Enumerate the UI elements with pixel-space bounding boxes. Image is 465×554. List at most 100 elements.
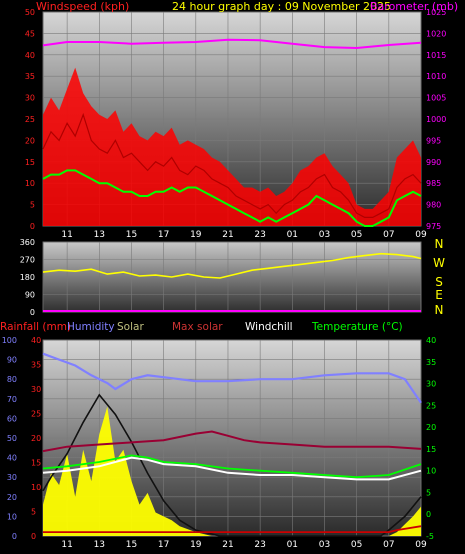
y-tick-label: 40 <box>7 454 17 463</box>
y-tick-label: 5 <box>30 201 35 210</box>
y-tick-label: 50 <box>25 8 35 17</box>
x-tick-label: 05 <box>351 540 362 550</box>
x-tick-label: 21 <box>222 230 233 240</box>
y-tick-label: 90 <box>7 356 17 365</box>
y-tick-label: 90 <box>25 291 35 300</box>
solar-area <box>43 406 421 536</box>
y-tick-label: 50 <box>7 434 17 443</box>
y-tick-label: 25 <box>31 410 41 419</box>
y-tick-label: 20 <box>25 136 35 145</box>
y-tick-label: 15 <box>426 445 436 454</box>
legend-humidity: Humidity <box>67 321 115 333</box>
barometer-line <box>42 38 422 50</box>
x-tick-label: 07 <box>383 230 394 240</box>
y-tick-label: 70 <box>7 395 17 404</box>
compass-w: W <box>433 256 445 270</box>
rainfall-axis: 0 10 20 30 40 50 60 70 80 90 100 <box>2 336 17 541</box>
windchill-line <box>42 456 422 481</box>
x-tick-label: 09 <box>415 230 427 240</box>
average-wind-line <box>42 169 422 227</box>
windspeed-axis-title: Windspeed (kph) <box>36 0 129 13</box>
temperature-axis: -5 0 5 10 15 20 25 30 35 40 <box>426 336 436 541</box>
y-tick-label: 0 <box>12 532 17 541</box>
y-tick-label: 35 <box>31 361 41 370</box>
y-tick-label: 30 <box>31 385 41 394</box>
y-tick-label: 20 <box>31 434 41 443</box>
y-tick-label: 15 <box>25 158 35 167</box>
compass-n-bottom: N <box>435 303 444 317</box>
y-tick-label: 35 <box>426 358 436 367</box>
y-tick-label: 60 <box>7 414 17 423</box>
y-tick-label: 100 <box>2 336 17 345</box>
y-tick-label: 0 <box>426 510 431 519</box>
x-tick-label: 23 <box>254 540 265 550</box>
wind-direction-line <box>42 252 422 279</box>
x-tick-label: 19 <box>190 540 202 550</box>
x-tick-label: 07 <box>383 540 394 550</box>
y-tick-label: 270 <box>20 256 35 265</box>
y-tick-label: 5 <box>426 488 431 497</box>
y-tick-label: 80 <box>7 375 17 384</box>
x-tick-label: 11 <box>61 540 72 550</box>
legend-max-solar: Max solar <box>172 321 223 333</box>
y-tick-label: 10 <box>426 467 436 476</box>
barometer-axis: 975 980 985 990 995 1000 1005 1010 1015 1020 1025 <box>426 8 446 231</box>
y-tick-label: 1025 <box>426 8 446 17</box>
y-tick-label: 40 <box>31 336 41 345</box>
x-tick-label: 01 <box>287 230 298 240</box>
y-tick-label: 0 <box>31 532 36 541</box>
dewpoint-line <box>42 430 422 453</box>
panel-temp-x-axis: 11 13 15 17 19 21 23 01 03 05 07 09 <box>61 540 427 550</box>
y-tick-label: 985 <box>426 179 441 188</box>
x-tick-label: 23 <box>254 230 265 240</box>
y-tick-label: 990 <box>426 158 441 167</box>
legend-windchill: Windchill <box>245 321 293 333</box>
x-tick-label: 09 <box>415 540 427 550</box>
y-tick-label: 360 <box>20 238 35 247</box>
y-tick-label: 10 <box>7 512 17 521</box>
y-tick-label: 10 <box>25 179 35 188</box>
humidity-line <box>42 352 422 404</box>
y-tick-label: 30 <box>7 473 17 482</box>
gust-area <box>43 67 421 226</box>
y-tick-label: 1020 <box>426 29 446 38</box>
y-tick-label: 10 <box>31 483 41 492</box>
windspeed-line <box>42 112 422 218</box>
y-tick-label: 45 <box>25 29 35 38</box>
compass-e: E <box>435 288 443 302</box>
y-tick-label: -5 <box>426 532 434 541</box>
y-tick-label: 1005 <box>426 94 446 103</box>
x-tick-label: 01 <box>287 540 298 550</box>
x-tick-label: 15 <box>126 230 137 240</box>
compass-n-top: N <box>435 237 444 251</box>
y-tick-label: 0 <box>30 222 35 231</box>
panel-wind-x-axis: 11 13 15 17 19 21 23 01 03 05 07 09 <box>61 230 427 240</box>
legend-temperature: Temperature (°C) <box>311 321 403 333</box>
barometer-axis-title: Barometer (mb) <box>370 0 458 13</box>
compass-s: S <box>435 275 443 289</box>
y-tick-label: 1015 <box>426 51 446 60</box>
panel-direction-grid <box>43 241 422 313</box>
chart-title: 24 hour graph day : 09 November 2025 <box>172 0 391 13</box>
panel-wind-series <box>42 38 422 227</box>
temperature-line <box>42 454 422 479</box>
direction-axis: 0 90 180 270 360 <box>20 238 35 317</box>
y-tick-label: 40 <box>426 336 436 345</box>
x-tick-label: 13 <box>94 540 105 550</box>
x-tick-label: 19 <box>190 230 202 240</box>
x-tick-label: 17 <box>158 540 169 550</box>
y-tick-label: 15 <box>31 459 41 468</box>
x-tick-label: 15 <box>126 540 137 550</box>
y-tick-label: 5 <box>31 508 36 517</box>
y-tick-label: 25 <box>25 115 35 124</box>
y-tick-label: 1010 <box>426 72 446 81</box>
y-tick-label: 40 <box>25 51 35 60</box>
windspeed-axis: 0 5 10 15 20 25 30 35 40 45 50 <box>25 8 35 231</box>
rainfall-line <box>43 525 422 533</box>
panel-temp-series <box>42 352 422 537</box>
y-tick-label: 1000 <box>426 115 446 124</box>
max-solar-line <box>42 393 422 537</box>
mid-axis: 0 5 10 15 20 25 30 35 40 <box>31 336 41 541</box>
x-tick-label: 21 <box>222 540 233 550</box>
